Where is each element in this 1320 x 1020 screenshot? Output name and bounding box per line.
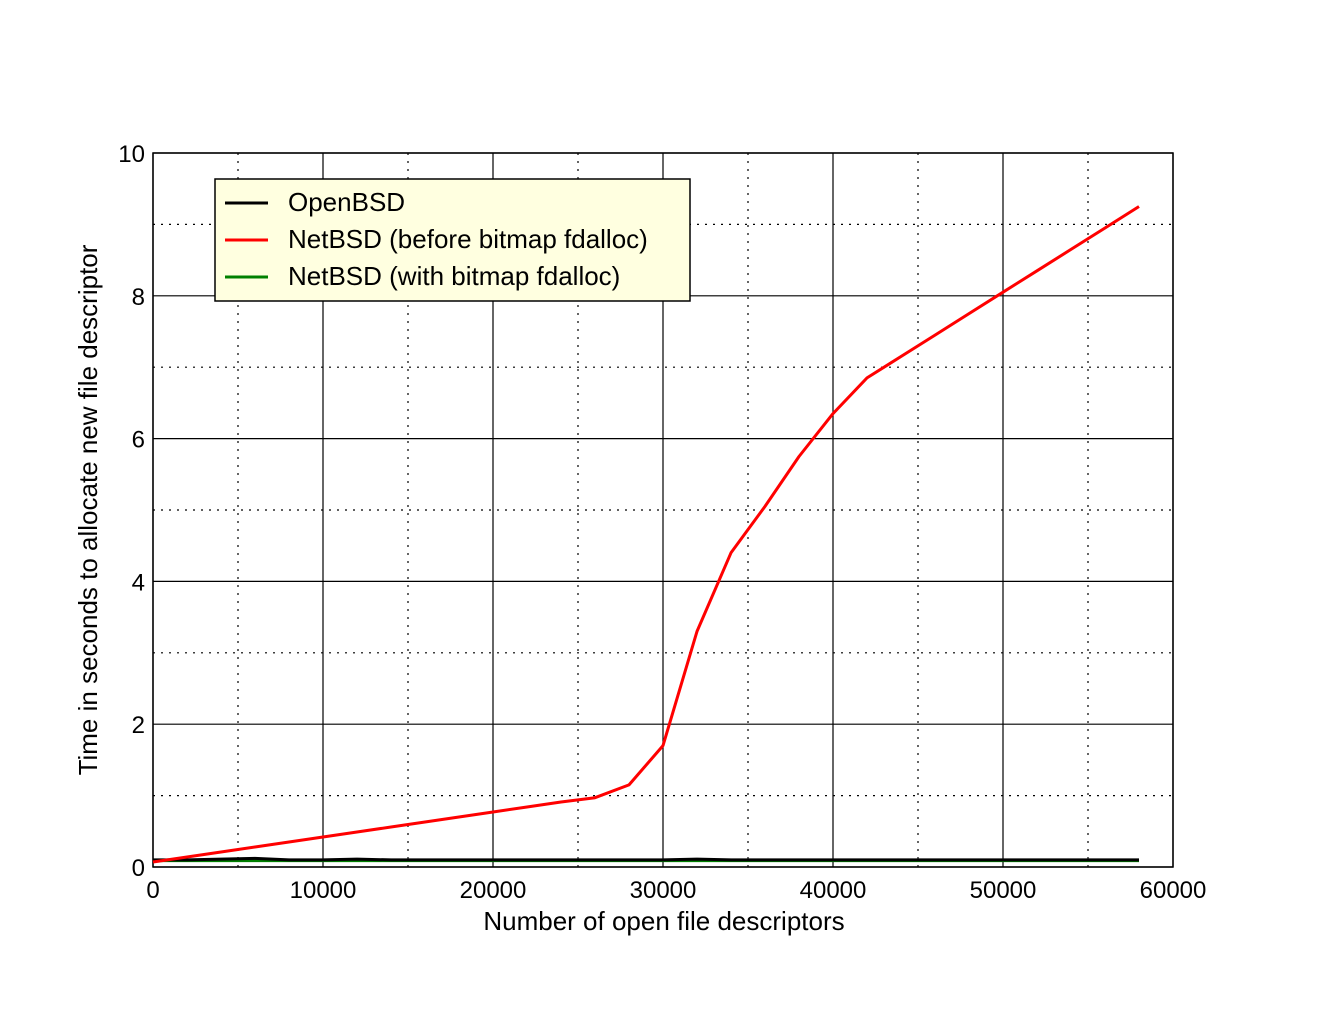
series-line-openbsd [153, 856, 1139, 862]
series-line-netbsd-before [152, 205, 1140, 864]
y-tick-label: 6 [132, 427, 145, 454]
x-tick-label: 60000 [1140, 877, 1207, 904]
x-tick-label: 30000 [630, 877, 697, 904]
y-tick-label: 10 [118, 141, 145, 168]
x-tick-label: 20000 [460, 877, 527, 904]
x-tick-label: 50000 [970, 877, 1037, 904]
x-axis-ticks: 0 10000 20000 30000 40000 50000 60000 [146, 877, 1206, 904]
legend-label-netbsd-before: NetBSD (before bitmap fdalloc) [288, 224, 648, 254]
legend: OpenBSD NetBSD (before bitmap fdalloc) N… [214, 178, 691, 302]
y-tick-label: 8 [132, 284, 145, 311]
series-lines [152, 205, 1140, 864]
legend-label-netbsd-with: NetBSD (with bitmap fdalloc) [288, 261, 620, 291]
x-tick-label: 10000 [290, 877, 357, 904]
y-axis-label: Time in seconds to allocate new file des… [73, 244, 103, 775]
y-tick-label: 0 [132, 855, 145, 882]
x-tick-label: 40000 [800, 877, 867, 904]
legend-box [214, 178, 691, 302]
legend-label-openbsd: OpenBSD [288, 187, 405, 217]
y-tick-label: 2 [132, 712, 145, 739]
x-axis-label: Number of open file descriptors [483, 906, 844, 936]
plot-frame [152, 152, 1174, 868]
y-axis-ticks: 0 2 4 6 8 10 [118, 141, 145, 882]
y-tick-label: 4 [132, 569, 145, 596]
x-tick-label: 0 [146, 877, 159, 904]
